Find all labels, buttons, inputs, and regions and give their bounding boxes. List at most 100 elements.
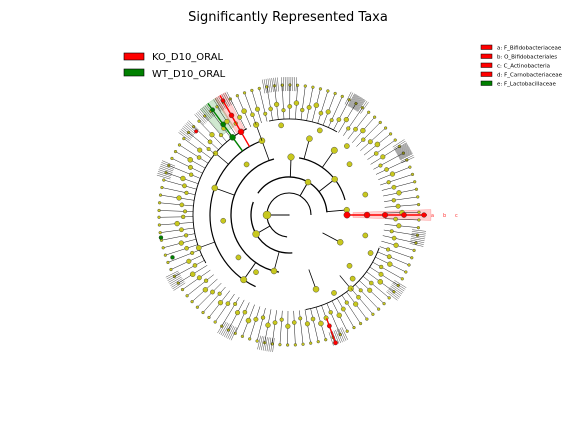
fan-line-13--4 bbox=[262, 79, 266, 94]
fan-line-3--1 bbox=[397, 148, 411, 156]
leaf-node-100 bbox=[163, 253, 167, 257]
leaf-branch-4 bbox=[163, 179, 197, 190]
fan-line-0--3 bbox=[195, 112, 206, 124]
leaf-node-inner-83 bbox=[260, 315, 266, 320]
leaf-node-inner-1 bbox=[179, 202, 185, 208]
leaf-node-inner-42 bbox=[373, 151, 379, 156]
leaf-node-inner-9 bbox=[196, 155, 202, 160]
fan-line-4--3 bbox=[411, 231, 426, 234]
leaf-node-inner-35 bbox=[343, 117, 349, 123]
fan-line-15-3 bbox=[398, 150, 412, 158]
leaf-node-inner-100 bbox=[184, 245, 189, 251]
leaf-node-28 bbox=[303, 84, 307, 88]
fan-line-11--3 bbox=[179, 130, 191, 140]
leaf-branch-9 bbox=[179, 144, 209, 164]
leaf-node-39 bbox=[378, 120, 382, 125]
leaf-branch-14 bbox=[204, 115, 227, 143]
fan-line-5--2 bbox=[392, 283, 405, 292]
mid-node-0 bbox=[346, 161, 353, 168]
ring-arc-family-2 bbox=[268, 118, 338, 133]
leaf-node-inner-57 bbox=[393, 242, 399, 248]
leaf-branch-69 bbox=[341, 295, 361, 324]
leaf-node-38 bbox=[373, 115, 377, 119]
leaf-node-inner-34 bbox=[336, 117, 342, 122]
fan-line-9-3 bbox=[166, 272, 180, 280]
fan-line-4--2 bbox=[411, 232, 426, 236]
leaf-branch-53 bbox=[384, 218, 419, 221]
fan-line-15--4 bbox=[392, 139, 405, 148]
fan-line-8-2 bbox=[220, 322, 228, 336]
fan-line-15-4 bbox=[399, 152, 413, 160]
leaf-node-inner-6 bbox=[189, 172, 194, 177]
leaf-node-53 bbox=[417, 218, 421, 222]
legend-label-ko: KO_D10_ORAL bbox=[152, 52, 224, 63]
leaf-node-inner-88 bbox=[233, 301, 238, 306]
fan-line-13--3 bbox=[263, 79, 267, 94]
leaf-node-inner-56 bbox=[391, 235, 397, 241]
leaf-branch-78 bbox=[293, 310, 296, 345]
fan-line-0-0 bbox=[200, 109, 210, 121]
mid-node-2 bbox=[362, 232, 369, 239]
leaf-node-48 bbox=[413, 180, 417, 184]
leaf-node-40 bbox=[384, 126, 388, 130]
leaf-branch-50 bbox=[384, 196, 418, 202]
fan-line-10--2 bbox=[157, 171, 172, 177]
fan-line-2--1 bbox=[353, 96, 361, 110]
leaf-node-inner-97 bbox=[192, 263, 198, 268]
leaf-node-inner-84 bbox=[253, 316, 259, 322]
taxon-node-17 bbox=[270, 267, 278, 275]
figure-title: Significantly Represented Taxa bbox=[188, 10, 388, 25]
fan-line-3--2 bbox=[396, 146, 410, 154]
fan-line-0-2 bbox=[203, 106, 213, 118]
fan-line-12--2 bbox=[216, 97, 225, 110]
leaf-node-inner-66 bbox=[358, 288, 363, 293]
ring-arc-phylum-2 bbox=[257, 176, 328, 213]
fan-line-7--4 bbox=[272, 338, 275, 353]
leaf-node-inner-20 bbox=[250, 112, 255, 117]
fan-line-6-0 bbox=[335, 329, 341, 344]
leaf-node-37 bbox=[367, 110, 371, 114]
leaf-node-32 bbox=[333, 91, 337, 96]
fan-line-14--1 bbox=[349, 94, 357, 107]
leaf-node-inner-94 bbox=[203, 278, 209, 283]
leaf-node-77 bbox=[301, 342, 305, 346]
leaf-node-80 bbox=[278, 343, 282, 347]
fan-line-10--3 bbox=[157, 173, 171, 178]
leaf-node-inner-80 bbox=[279, 317, 284, 322]
leaf-node-inner-58 bbox=[386, 247, 391, 252]
leaf-node-inner-104 bbox=[174, 220, 180, 227]
fan-line-7-1 bbox=[262, 336, 266, 351]
leaf-node-49 bbox=[414, 187, 419, 191]
leaf-node-84 bbox=[248, 337, 252, 341]
leaf-node-inner-78 bbox=[291, 320, 297, 325]
leaf-node-66 bbox=[377, 307, 381, 311]
key-label-c: c: C_Actinobacteria bbox=[497, 64, 550, 70]
leaf-node-inner-91 bbox=[217, 291, 222, 296]
leaf-node-inner-64 bbox=[369, 280, 374, 286]
fan-line-14-3 bbox=[355, 98, 364, 111]
ko-lineage-lower bbox=[326, 318, 337, 344]
leaf-branch-81 bbox=[272, 310, 277, 344]
leaf-branch-32 bbox=[322, 93, 336, 126]
fan-line-6--2 bbox=[338, 328, 345, 342]
fan-line-11-4 bbox=[188, 120, 199, 131]
leaf-node-inner-93 bbox=[202, 287, 209, 293]
leaf-branch-23 bbox=[266, 86, 273, 121]
leaf-branch-97 bbox=[174, 260, 205, 277]
leaf-node-12 bbox=[192, 125, 196, 129]
leaf-node-inner-61 bbox=[379, 264, 384, 270]
leaf-node-21 bbox=[250, 88, 254, 93]
key-swatch-b bbox=[480, 53, 493, 59]
leaf-node-inner-4 bbox=[182, 183, 187, 189]
leaf-node-55 bbox=[415, 233, 419, 237]
leaf-branch-84 bbox=[249, 306, 261, 339]
leaf-node-inner-25 bbox=[281, 108, 286, 113]
leaf-node-33 bbox=[340, 94, 344, 99]
fan-line-4-4 bbox=[409, 243, 424, 247]
fan-line-0-1 bbox=[201, 107, 211, 120]
leaf-node-92 bbox=[195, 305, 199, 309]
leaf-branch-94 bbox=[186, 274, 214, 296]
leaf-branch-67 bbox=[350, 288, 374, 315]
leaf-branch-54 bbox=[384, 224, 419, 228]
fan-line-7--2 bbox=[268, 337, 272, 352]
